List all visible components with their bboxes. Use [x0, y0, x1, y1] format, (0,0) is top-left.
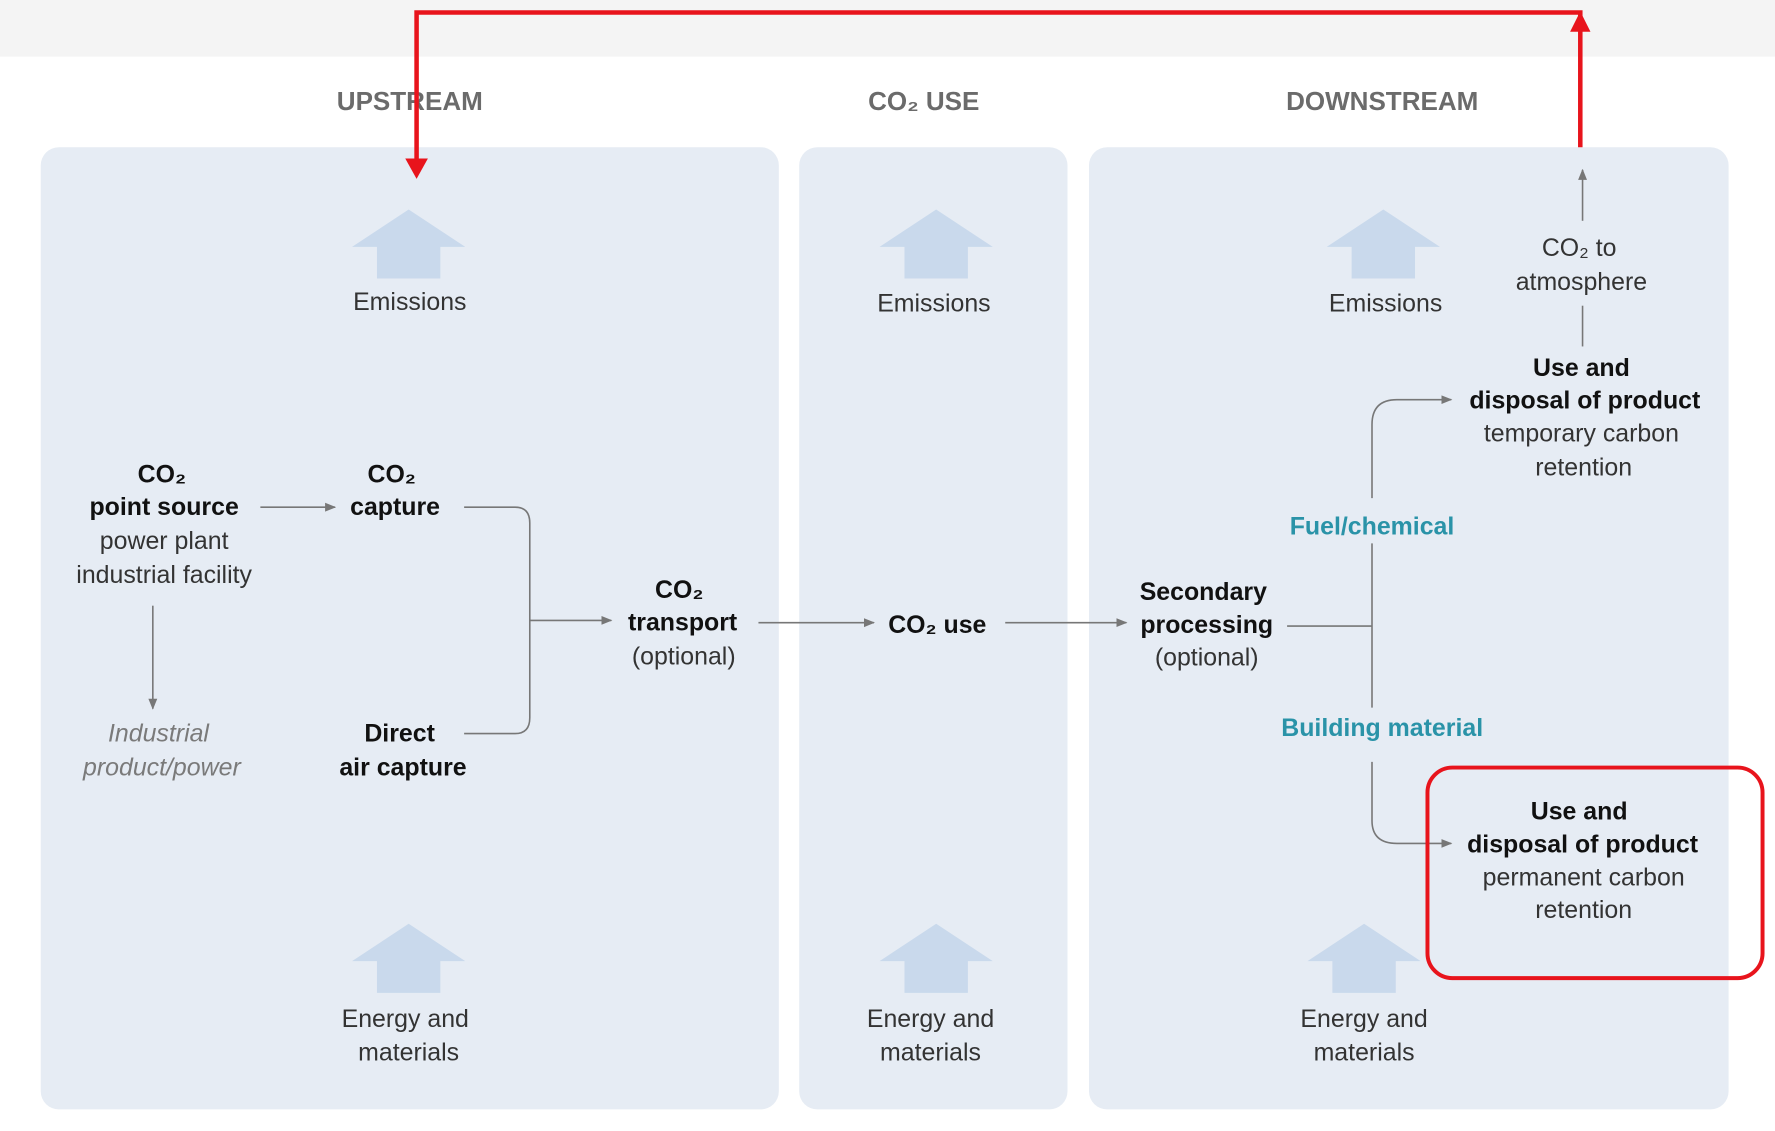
node-note: retention: [1535, 896, 1632, 924]
block-arrow: [352, 209, 466, 279]
connector: [1371, 761, 1453, 848]
energy-label: Energy and: [342, 1005, 469, 1033]
connector: [1287, 543, 1373, 708]
branch-label: Fuel/chemical: [1290, 512, 1455, 540]
node-title: Direct: [364, 720, 435, 748]
node-title: air capture: [339, 753, 466, 781]
node-note: permanent carbon: [1483, 863, 1685, 891]
node-note: product/power: [82, 753, 242, 781]
connector: [464, 506, 531, 735]
node-note: power plant: [100, 527, 229, 555]
downstream-panel: [1088, 147, 1729, 1110]
node-note: CO₂ to: [1542, 234, 1617, 262]
node-title: disposal of product: [1467, 830, 1698, 858]
block-arrow: [1326, 209, 1440, 279]
node-note: (optional): [632, 643, 736, 671]
flow-arrows: [352, 209, 1440, 993]
branch-label: Building material: [1281, 714, 1483, 742]
node-title: Use and: [1531, 798, 1628, 826]
block-arrow: [879, 923, 993, 993]
energy-label: materials: [880, 1039, 981, 1067]
energy-label: materials: [1314, 1039, 1415, 1067]
node-title: Secondary: [1140, 578, 1267, 606]
node-title: point source: [89, 493, 238, 521]
annotation-arrowhead: [405, 158, 428, 179]
node-title: CO₂: [655, 576, 703, 604]
heading: DOWNSTREAM: [1286, 86, 1478, 116]
node-title: CO₂ use: [888, 611, 986, 639]
energy-label: materials: [358, 1039, 459, 1067]
highlight-box: [1425, 765, 1765, 981]
emissions-label: Emissions: [877, 289, 990, 317]
node-title: CO₂: [138, 460, 186, 488]
node-title: disposal of product: [1469, 387, 1700, 415]
top-strip: [0, 0, 1775, 57]
emissions-label: Emissions: [1329, 289, 1442, 317]
node-note: (optional): [1155, 644, 1259, 672]
use-panel: [799, 147, 1068, 1110]
energy-label: Energy and: [1300, 1005, 1427, 1033]
node-title: transport: [628, 609, 737, 637]
heading: UPSTREAM: [337, 86, 483, 116]
node-title: CO₂: [367, 460, 415, 488]
node-note: temporary carbon: [1484, 420, 1679, 448]
connectors: [148, 168, 1587, 848]
node-note: industrial facility: [76, 561, 252, 589]
node-title: capture: [350, 493, 440, 521]
connector: [1371, 395, 1453, 499]
node-note: Industrial: [108, 720, 210, 748]
node-title: Use and: [1533, 354, 1630, 382]
energy-label: Energy and: [867, 1005, 994, 1033]
node-note: retention: [1535, 454, 1632, 482]
node-note: atmosphere: [1516, 268, 1647, 296]
emissions-label: Emissions: [353, 288, 466, 316]
block-arrow: [879, 209, 993, 279]
heading: CO₂ USE: [868, 86, 979, 116]
upstream-panel: [40, 147, 779, 1110]
node-title: processing: [1140, 611, 1273, 639]
block-arrow: [352, 923, 466, 993]
annotation-arrowhead: [1570, 11, 1591, 32]
block-arrow: [1307, 923, 1421, 993]
